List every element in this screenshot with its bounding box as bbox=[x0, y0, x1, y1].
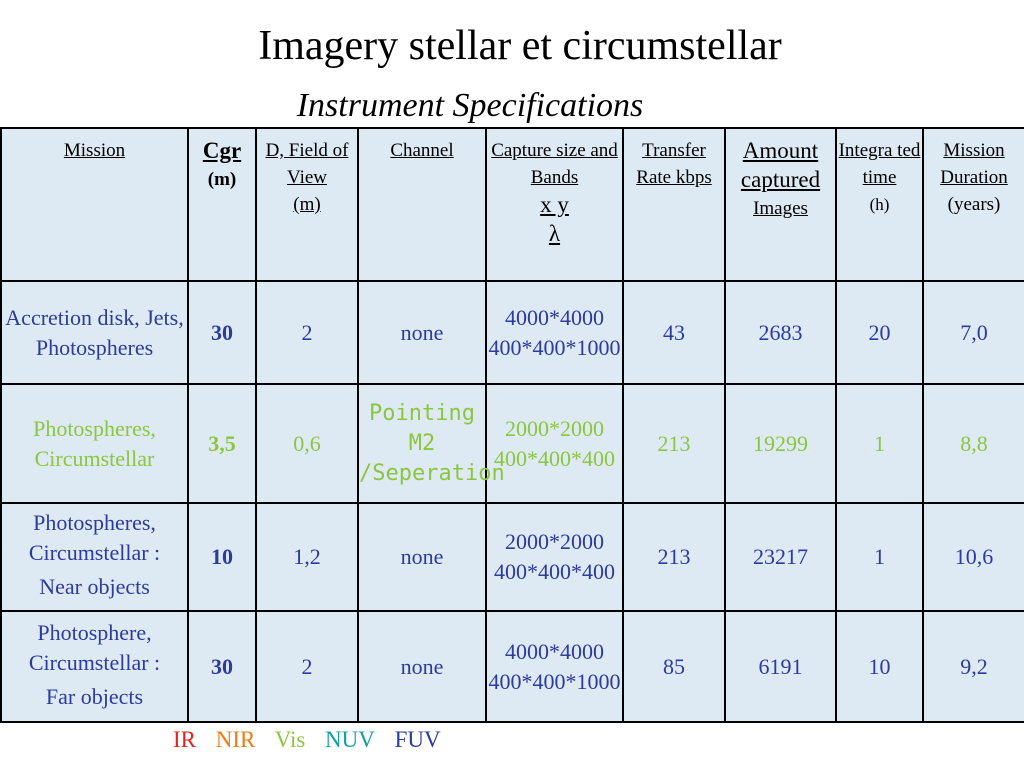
cell-fov: 0,6 bbox=[255, 383, 359, 504]
cell-channel: none bbox=[357, 280, 487, 385]
header-transfer: Transfer Rate kbps bbox=[622, 127, 726, 282]
legend-item-vis: Vis bbox=[274, 727, 306, 752]
header-mission: Mission bbox=[0, 127, 189, 282]
table-header-row: Mission Cgr (m) D, Field of View (m) Chann… bbox=[0, 127, 1024, 282]
table-row: Photospheres, Circumstellar 3,5 0,6 Poin… bbox=[0, 383, 1024, 504]
header-cgr: Cgr (m) bbox=[187, 127, 257, 282]
cell-cgr: 30 bbox=[187, 280, 257, 385]
cell-amount: 19299 bbox=[724, 383, 837, 504]
cell-duration: 8,8 bbox=[922, 383, 1024, 504]
cell-capture: 2000*2000 400*400*400 bbox=[485, 502, 624, 612]
header-integrated: Integra ted time (h) bbox=[835, 127, 924, 282]
header-amount: Amount captured Images bbox=[724, 127, 837, 282]
legend-item-ir: IR bbox=[173, 727, 196, 752]
cell-cgr: 3,5 bbox=[187, 383, 257, 504]
cell-integrated: 1 bbox=[835, 502, 924, 612]
cell-amount: 23217 bbox=[724, 502, 837, 612]
cell-mission: Photospheres, Circumstellar bbox=[0, 383, 189, 504]
cell-capture: 2000*2000 400*400*400 bbox=[485, 383, 624, 504]
cell-channel: none bbox=[357, 502, 487, 612]
cell-cgr: 10 bbox=[187, 502, 257, 612]
cell-duration: 7,0 bbox=[922, 280, 1024, 385]
table-row: Accretion disk, Jets, Photospheres 30 2 … bbox=[0, 280, 1024, 385]
cell-amount: 6191 bbox=[724, 610, 837, 723]
cell-integrated: 10 bbox=[835, 610, 924, 723]
legend-item-fuv: FUV bbox=[394, 727, 441, 752]
cell-channel: Pointing M2 /Seperation bbox=[357, 383, 505, 504]
table-row: Photospheres, Circumstellar : Near object… bbox=[0, 502, 1024, 612]
cell-mission: Photosphere, Circumstellar : Far objects bbox=[0, 610, 189, 723]
slide-subtitle: Instrument Specifications bbox=[296, 87, 644, 124]
slide-title: Imagery stellar et circumstellar bbox=[258, 23, 782, 69]
cell-fov: 1,2 bbox=[255, 502, 359, 612]
cell-capture: 4000*4000 400*400*1000 bbox=[485, 280, 624, 385]
cell-amount: 2683 bbox=[724, 280, 837, 385]
cell-cgr: 30 bbox=[187, 610, 257, 723]
table-row: Photosphere, Circumstellar : Far objects … bbox=[0, 610, 1024, 723]
legend-item-nir: NIR bbox=[215, 727, 256, 752]
header-duration: Mission Duration (years) bbox=[922, 127, 1024, 282]
cell-duration: 10,6 bbox=[922, 502, 1024, 612]
cell-capture: 4000*4000 400*400*1000 bbox=[485, 610, 624, 723]
cell-mission: Photospheres, Circumstellar : Near object… bbox=[0, 502, 189, 612]
cell-duration: 9,2 bbox=[922, 610, 1024, 723]
cell-transfer: 85 bbox=[622, 610, 726, 723]
cell-transfer: 213 bbox=[622, 383, 726, 504]
cell-fov: 2 bbox=[255, 280, 359, 385]
cell-integrated: 20 bbox=[835, 280, 924, 385]
header-channel: Channel bbox=[357, 127, 487, 282]
instrument-spec-table: Mission Cgr (m) D, Field of View (m) Chann… bbox=[0, 127, 1024, 723]
cell-channel: none bbox=[357, 610, 487, 723]
cell-mission: Accretion disk, Jets, Photospheres bbox=[0, 280, 189, 385]
cell-transfer: 43 bbox=[622, 280, 726, 385]
cell-transfer: 213 bbox=[622, 502, 726, 612]
legend-item-nuv: NUV bbox=[325, 727, 375, 752]
cell-fov: 2 bbox=[255, 610, 359, 723]
band-legend: IR NIR Vis NUV FUV bbox=[173, 727, 455, 753]
cell-integrated: 1 bbox=[835, 383, 924, 504]
header-fov: D, Field of View (m) bbox=[255, 127, 359, 282]
